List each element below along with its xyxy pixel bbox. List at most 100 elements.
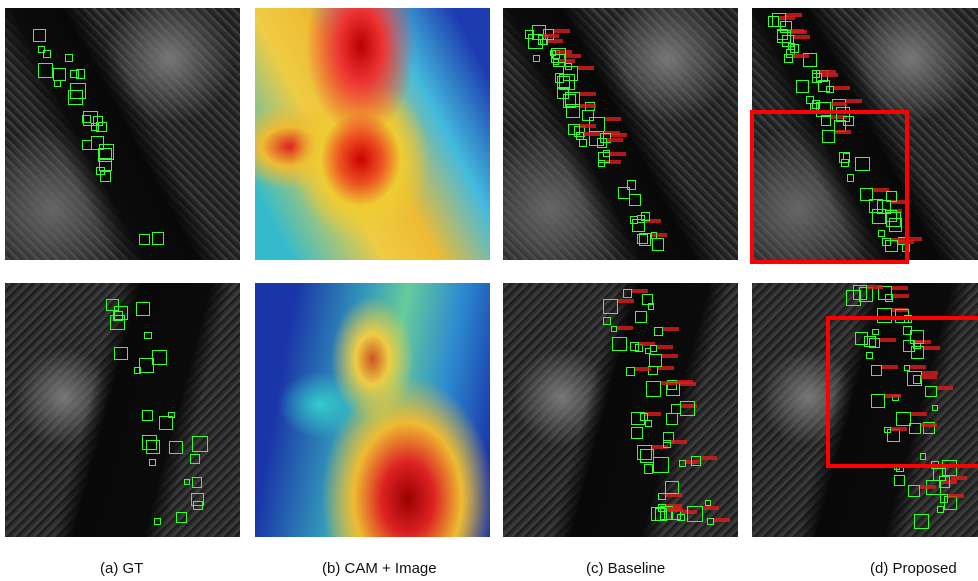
detection-box — [663, 440, 672, 449]
detection-box — [630, 342, 639, 351]
detection-box — [869, 338, 880, 349]
detection-box — [82, 140, 92, 150]
score-label — [885, 393, 902, 398]
score-label — [906, 236, 923, 241]
detection-box — [622, 288, 632, 298]
detection-box — [877, 308, 893, 324]
score-label — [583, 132, 600, 137]
detection-box — [52, 67, 66, 82]
detection-box — [658, 492, 666, 501]
detection-box — [531, 25, 547, 40]
score-label — [831, 115, 848, 120]
detection-box — [640, 413, 648, 421]
detection-box — [135, 301, 151, 317]
detection-box — [42, 50, 51, 58]
detection-box — [557, 86, 570, 99]
detection-box — [691, 456, 701, 466]
score-label — [580, 91, 597, 96]
score-label — [610, 132, 627, 137]
detection-box — [924, 385, 937, 398]
score-label — [579, 123, 596, 128]
detection-box — [870, 393, 886, 409]
score-label — [891, 285, 908, 290]
detection-box — [796, 80, 810, 94]
detection-box — [596, 137, 607, 148]
detection-box — [640, 211, 651, 222]
detection-box — [191, 476, 203, 488]
gt-image-1 — [5, 8, 240, 260]
detection-box — [871, 364, 883, 376]
score-label — [665, 492, 682, 497]
detection-box — [882, 238, 891, 247]
cam-image-2 — [255, 283, 490, 537]
detection-box — [141, 410, 153, 422]
detection-box — [904, 364, 911, 371]
score-label — [644, 219, 661, 224]
detection-box — [70, 69, 79, 79]
score-label — [831, 101, 848, 106]
caption: (d) Proposed — [870, 560, 957, 577]
score-label — [559, 58, 576, 63]
detection-box — [98, 144, 115, 160]
detection-box — [625, 367, 636, 377]
detection-box — [784, 53, 794, 64]
detection-box — [872, 328, 879, 336]
detection-box — [941, 460, 958, 477]
detection-box — [909, 422, 921, 434]
score-label — [890, 426, 907, 431]
score-label — [681, 509, 698, 514]
cam-image-1 — [255, 8, 490, 260]
detection-box — [603, 317, 612, 326]
score-label — [790, 29, 807, 34]
highlight-box — [826, 316, 978, 468]
score-label — [667, 508, 683, 513]
score-label — [794, 34, 811, 39]
detection-box — [640, 449, 654, 463]
detection-box — [644, 464, 654, 474]
score-label — [923, 346, 940, 351]
detection-box — [527, 33, 543, 49]
score-label — [872, 188, 889, 193]
detection-box — [886, 190, 897, 202]
detection-box — [939, 494, 949, 503]
detection-box — [637, 233, 648, 244]
score-label — [606, 137, 623, 142]
score-label — [950, 476, 967, 481]
detection-box — [803, 52, 818, 67]
detection-box — [665, 480, 680, 495]
score-label — [663, 326, 680, 331]
score-label — [556, 50, 573, 55]
score-label — [651, 444, 668, 449]
detection-box — [532, 55, 540, 63]
detection-box — [854, 332, 868, 346]
score-label — [940, 479, 957, 484]
detection-box — [902, 339, 916, 353]
detection-box — [910, 346, 924, 360]
caption: (b) CAM + Image — [322, 560, 437, 577]
detection-box — [75, 69, 86, 80]
detection-box — [559, 74, 575, 90]
score-label — [785, 13, 802, 18]
detection-box — [896, 412, 911, 427]
detection-box — [565, 103, 580, 118]
detection-box — [626, 180, 637, 190]
detection-box — [869, 199, 883, 213]
detection-box — [38, 46, 45, 53]
score-label — [702, 506, 719, 511]
detection-box — [133, 367, 141, 375]
detection-box — [641, 294, 653, 306]
score-label — [578, 66, 595, 71]
detection-box — [95, 121, 107, 133]
detection-box — [812, 72, 823, 83]
detection-box — [99, 158, 112, 171]
detection-box — [649, 344, 658, 353]
detection-box — [190, 454, 200, 464]
detection-box — [922, 421, 936, 434]
detection-box — [826, 85, 834, 94]
detection-box — [884, 210, 897, 223]
detection-box — [677, 513, 685, 522]
detection-box — [877, 285, 892, 300]
score-label — [845, 98, 862, 103]
detection-box — [847, 174, 855, 182]
gt-image-2 — [5, 283, 240, 537]
